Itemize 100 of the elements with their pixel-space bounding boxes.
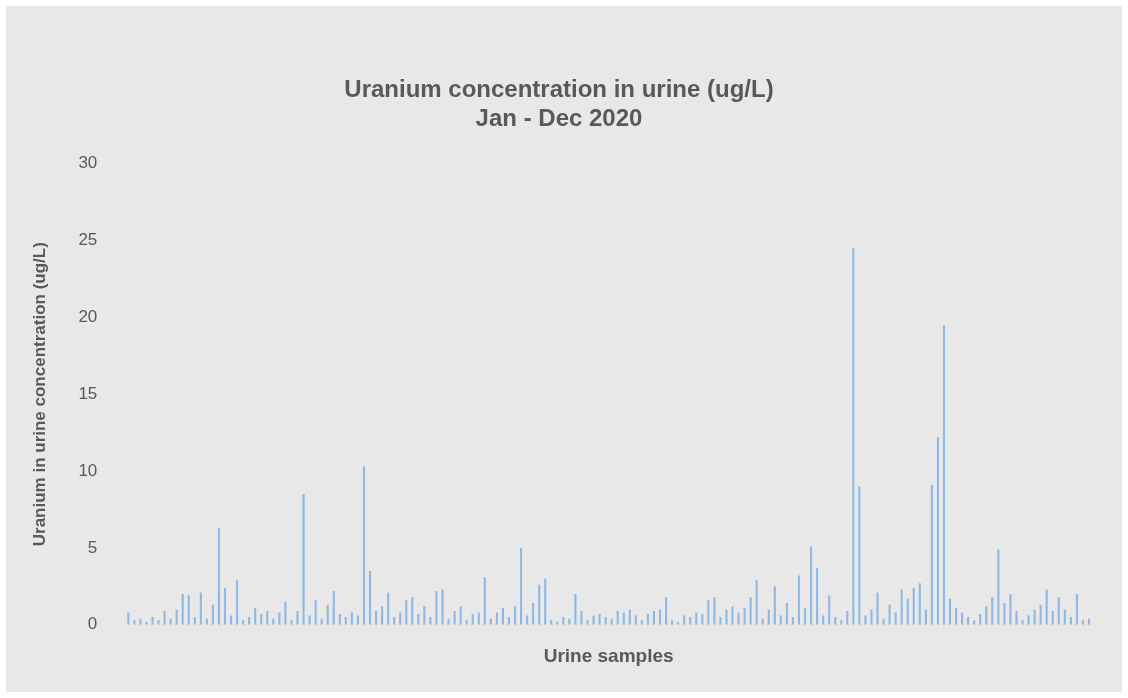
bar [713, 597, 716, 625]
bar [773, 586, 776, 625]
bar [876, 592, 879, 625]
bar [586, 620, 589, 625]
bar [290, 620, 293, 625]
bar [828, 595, 831, 625]
bar [628, 609, 631, 625]
bar [797, 575, 801, 625]
bar [888, 604, 891, 625]
bar [181, 594, 184, 625]
bar [199, 592, 202, 625]
y-tick-label: 25 [78, 230, 98, 250]
bar [314, 600, 317, 625]
bar [918, 583, 921, 625]
bar [223, 587, 227, 625]
bar [658, 609, 662, 625]
bar [368, 570, 372, 625]
bar [374, 610, 378, 625]
bar [948, 598, 952, 625]
bar [151, 617, 154, 625]
bar [870, 609, 873, 625]
bar [707, 600, 710, 625]
bar [163, 610, 166, 625]
bar [816, 567, 819, 625]
bar [381, 606, 384, 625]
bar [785, 603, 788, 625]
bar [725, 609, 728, 625]
bar [665, 597, 668, 625]
bar [574, 594, 577, 625]
bar [852, 248, 855, 625]
chart-title: Uranium concentration in urine (ug/L) Jan - Dec 2020 [344, 75, 774, 131]
bar [1075, 594, 1078, 625]
bar [435, 590, 438, 625]
bar [1003, 603, 1006, 625]
y-axis-title: Uranium in urine concentration (ug/L) [29, 242, 49, 547]
bar [858, 486, 861, 625]
bar [1057, 597, 1060, 625]
bar [405, 600, 408, 625]
bar [755, 580, 758, 625]
y-tick-label: 10 [78, 460, 98, 480]
bar [985, 606, 988, 625]
x-axis-title: Urine samples [543, 644, 674, 666]
bar [544, 578, 547, 625]
bar [175, 609, 178, 625]
bar [296, 610, 299, 625]
bar [1015, 610, 1018, 625]
bar [284, 601, 287, 625]
bar [846, 610, 849, 625]
bar [906, 598, 909, 625]
bar [1039, 604, 1042, 625]
bar [997, 549, 1000, 625]
bar [924, 609, 927, 625]
bar [157, 620, 160, 625]
bar [236, 580, 239, 625]
bar [483, 577, 486, 625]
bar [1063, 609, 1066, 625]
bar [1033, 609, 1036, 625]
bar [187, 595, 190, 625]
bar [580, 610, 583, 625]
bar [211, 604, 214, 625]
bar [616, 610, 619, 625]
bar [731, 606, 734, 625]
bar [930, 484, 933, 625]
bar [1051, 610, 1054, 625]
bar [411, 597, 414, 625]
bar [326, 604, 329, 625]
bar [1009, 594, 1012, 625]
bar [767, 609, 770, 625]
bar [991, 597, 994, 625]
bar [942, 325, 946, 625]
bar [519, 547, 523, 625]
bar [459, 606, 462, 625]
bar [749, 597, 752, 625]
bar [332, 590, 335, 625]
bar [900, 589, 903, 625]
bar [936, 437, 939, 625]
bar [513, 606, 517, 625]
y-tick-label: 30 [78, 153, 98, 173]
bar [302, 494, 305, 625]
bar [453, 610, 456, 625]
y-tick-label: 20 [78, 307, 98, 327]
y-tick-label: 0 [87, 614, 98, 634]
bar [423, 606, 426, 625]
y-tick-label: 15 [78, 383, 98, 403]
bar [387, 592, 390, 625]
bar [592, 615, 595, 625]
bar [912, 587, 915, 625]
bar [441, 589, 444, 625]
y-tick-label: 5 [87, 537, 98, 557]
bar [1021, 620, 1024, 625]
bar [217, 527, 221, 625]
bar [266, 610, 269, 625]
bar [810, 546, 813, 625]
bar [737, 612, 740, 625]
bar [532, 603, 535, 625]
bar [652, 610, 656, 625]
bar [1045, 589, 1048, 625]
bar [447, 618, 450, 625]
bar [538, 584, 541, 625]
bar [362, 466, 366, 625]
